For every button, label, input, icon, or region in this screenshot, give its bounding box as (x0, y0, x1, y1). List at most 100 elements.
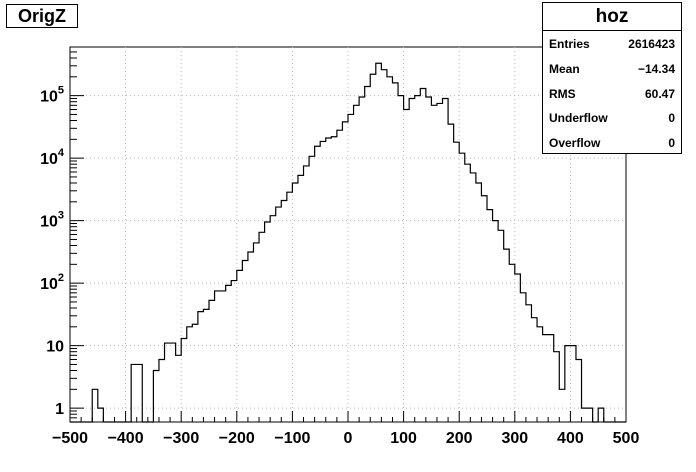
x-tick-label: −300 (163, 430, 199, 447)
histogram-bin (476, 183, 482, 422)
histogram-bin (253, 243, 259, 422)
histogram-bin (454, 142, 460, 422)
stats-row-mean: Mean −14.34 (543, 56, 681, 81)
histogram-bin (537, 327, 543, 422)
histogram-bin (359, 97, 365, 422)
histogram-bin (226, 285, 232, 422)
histogram-bin (392, 83, 398, 422)
x-tick-label: 100 (390, 430, 417, 447)
y-tick-label: 10 (46, 339, 64, 356)
histogram-bin (548, 335, 554, 422)
histogram-bin (187, 327, 193, 422)
histogram-bin (365, 87, 371, 422)
stats-row-entries: Entries 2616423 (543, 31, 681, 56)
histogram-bin (326, 138, 332, 422)
stats-box: hoz Entries 2616423 Mean −14.34 RMS 60.4… (542, 2, 682, 154)
histogram-bin (459, 153, 465, 422)
histogram-bin (276, 207, 282, 422)
stats-value: 60.47 (644, 86, 675, 101)
histogram-bin (587, 408, 593, 422)
x-axis: −500 −400 −300 −200 −100 0 100 200 300 400 500 (52, 411, 639, 447)
histogram-bin (404, 110, 410, 423)
y-tick-label: 103 (40, 210, 64, 231)
chart-title: OrigZ (6, 4, 78, 28)
histogram-bin (381, 70, 387, 422)
stats-key: Underflow (549, 111, 608, 126)
histogram-bin (237, 270, 243, 422)
histogram-bin (203, 309, 209, 422)
y-axis: 1 10 102 103 104 105 (40, 46, 84, 423)
stats-key: Overflow (549, 136, 601, 151)
stats-key: Entries (549, 37, 590, 51)
histogram-bin (198, 312, 204, 422)
histogram-bin (315, 146, 321, 422)
histogram-bin (153, 371, 159, 422)
histogram-bin (320, 141, 326, 422)
histogram-bin (220, 291, 226, 422)
histogram-bin (331, 137, 337, 422)
histogram-bin (409, 98, 415, 422)
grid (70, 47, 626, 422)
histogram-bin (504, 249, 510, 422)
x-tick-label: 500 (613, 430, 640, 447)
histogram-bin (570, 346, 576, 422)
x-tick-label: −500 (52, 430, 88, 447)
histogram-bin (493, 221, 499, 422)
histogram-bin (376, 63, 382, 422)
stats-value: −14.34 (637, 61, 675, 76)
histogram-bin (98, 408, 104, 422)
histogram-bin (576, 360, 582, 423)
histogram-bin (259, 232, 265, 422)
histogram-bin (431, 105, 437, 422)
histogram-bin (443, 98, 449, 422)
histogram-bin (270, 216, 276, 422)
histogram-bin (520, 293, 526, 422)
histogram-bin (131, 364, 137, 422)
histogram-bin (248, 252, 254, 422)
histogram-bin (209, 300, 215, 422)
histogram-bin (554, 352, 560, 422)
histogram-bin (515, 274, 521, 422)
stats-row-underflow: Underflow 0 (543, 105, 681, 130)
histogram-bin (437, 103, 443, 422)
stats-title: hoz (543, 3, 681, 31)
histogram-bin (509, 264, 515, 422)
y-tick-label: 105 (40, 85, 64, 106)
histogram-bin (137, 364, 143, 422)
x-tick-label: 0 (344, 430, 353, 447)
histogram-bin (92, 389, 98, 422)
stats-key: RMS (549, 86, 576, 101)
histogram-bin (342, 122, 348, 422)
histogram-outline (70, 62, 626, 423)
stats-value: 0 (668, 111, 675, 126)
y-tick-label: 104 (40, 147, 65, 168)
histogram-bin (420, 89, 426, 422)
stats-row-overflow: Overflow 0 (543, 130, 681, 155)
histogram-bin (242, 261, 248, 422)
stats-key: Mean (549, 61, 580, 76)
histogram-bin (231, 281, 237, 422)
histogram-bin (159, 360, 165, 423)
x-tick-label: 200 (446, 430, 473, 447)
histogram-bin (354, 105, 360, 422)
histogram-bin (387, 77, 393, 422)
stats-value: 0 (668, 136, 675, 151)
stats-value: 2616423 (628, 37, 675, 51)
histogram-bin (498, 230, 504, 422)
histogram-bin (370, 74, 376, 422)
histogram-bin (287, 192, 293, 422)
x-tick-label: −400 (108, 430, 144, 447)
histogram-bin (281, 200, 287, 422)
histogram-bin (481, 196, 487, 422)
histogram-bin (398, 96, 404, 422)
histogram-bin (565, 346, 571, 422)
histogram-bin (298, 175, 304, 422)
histogram-bin (309, 156, 315, 422)
histogram-bin (337, 130, 343, 422)
histogram-bin (265, 222, 271, 422)
histogram-bin (598, 408, 604, 422)
histogram-bin (526, 305, 532, 422)
x-tick-label: −100 (274, 430, 310, 447)
y-tick-label: 102 (40, 272, 64, 293)
